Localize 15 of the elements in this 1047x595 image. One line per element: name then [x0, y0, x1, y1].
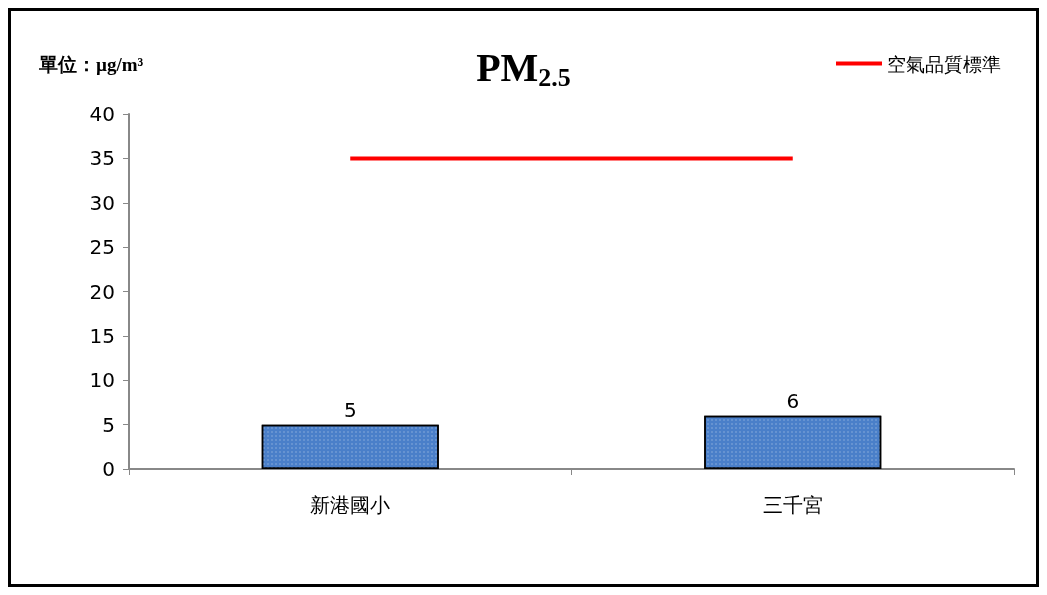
y-axis-title: 單位：µg/m³ — [38, 54, 144, 75]
y-tick-label: 35 — [89, 146, 115, 171]
y-tick-label: 5 — [102, 412, 115, 437]
y-tick-label: 30 — [89, 190, 115, 215]
y-tick-label: 20 — [89, 279, 115, 304]
x-tick-label: 新港國小 — [310, 493, 391, 517]
data-label: 5 — [343, 397, 357, 422]
data-label: 6 — [786, 388, 800, 413]
y-tick-label: 25 — [89, 235, 115, 260]
legend-label: 空氣品質標準 — [887, 52, 1001, 75]
y-tick-label: 0 — [102, 457, 115, 481]
x-tick-label: 三千宮 — [762, 493, 823, 517]
y-tick-label: 40 — [89, 102, 115, 126]
y-tick-label: 10 — [89, 368, 115, 393]
y-tick-label: 15 — [89, 323, 115, 348]
